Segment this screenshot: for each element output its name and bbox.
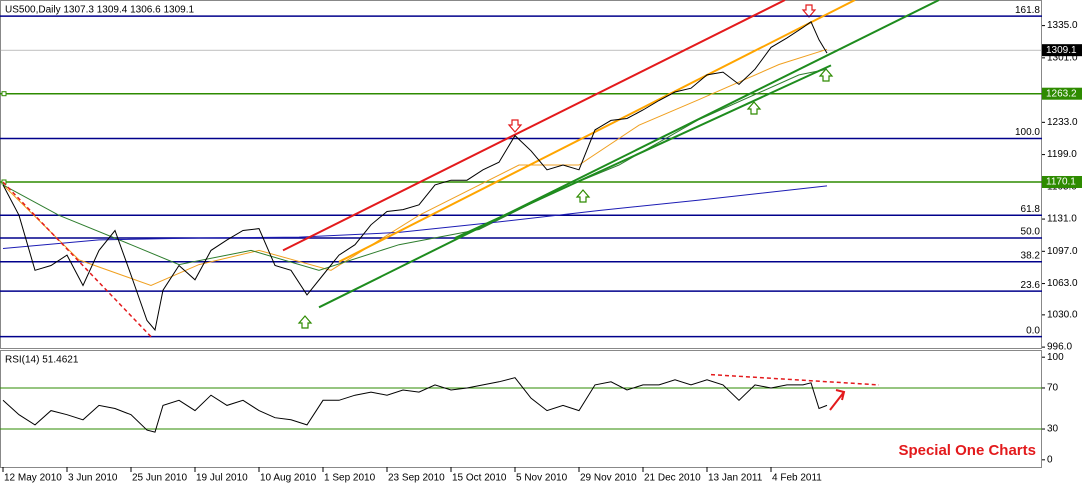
fib-label: 23.6 <box>1021 280 1041 291</box>
y-tick-label: 100 <box>1047 352 1064 363</box>
x-tick-label: 25 Jun 2010 <box>132 473 187 484</box>
up-arrow <box>297 315 313 329</box>
y-tick-label: 30 <box>1047 424 1059 435</box>
trend-line <box>318 0 940 309</box>
trend-line <box>454 64 832 239</box>
trend-line <box>338 0 856 263</box>
x-tick-label: 5 Nov 2010 <box>516 473 568 484</box>
price-line <box>2 377 828 433</box>
x-tick-label: 12 May 2010 <box>4 473 62 484</box>
price-panel-frame <box>0 0 1042 349</box>
signal-arrows <box>297 4 846 411</box>
support-handle <box>1 91 7 97</box>
fib-label: 61.8 <box>1021 204 1041 215</box>
y-tick-label: 1301.0 <box>1047 52 1078 63</box>
trend-line <box>282 0 786 252</box>
rsi-arrow <box>829 389 846 411</box>
x-tick-label: 15 Oct 2010 <box>452 473 507 484</box>
trend-line <box>2 181 152 338</box>
rsi-panel-frame <box>0 350 1042 468</box>
y-tick-label: 1131.0 <box>1047 214 1077 225</box>
x-tick-label: 1 Sep 2010 <box>324 473 376 484</box>
fib-label: 0.0 <box>1026 325 1040 336</box>
fib-label: 161.8 <box>1015 5 1040 16</box>
y-tick-label: 1063.0 <box>1047 278 1078 289</box>
x-tick-label: 10 Aug 2010 <box>260 473 317 484</box>
x-tick-label: 19 Jul 2010 <box>196 473 248 484</box>
price-line <box>2 21 828 332</box>
down-arrow <box>507 119 523 133</box>
y-tick-label: 1233.0 <box>1047 117 1078 128</box>
up-arrow <box>746 101 762 115</box>
down-arrow <box>801 4 817 18</box>
y-tick-label: 1335.0 <box>1047 20 1078 31</box>
x-tick-label: 21 Dec 2010 <box>644 473 701 484</box>
x-tick-label: 23 Sep 2010 <box>388 473 445 484</box>
support-label-box <box>1042 87 1082 100</box>
trend-line <box>710 373 880 386</box>
support-label-box <box>1042 175 1082 188</box>
x-tick-label: 13 Jan 2011 <box>708 473 763 484</box>
watermark: Special One Charts <box>898 442 1036 459</box>
x-tick-label: 4 Feb 2011 <box>772 473 822 484</box>
y-tick-label: 0 <box>1047 454 1053 465</box>
fib-label: 100.0 <box>1015 127 1040 138</box>
chart-title: US500,Daily 1307.3 1309.4 1306.6 1309.1 <box>5 5 194 16</box>
current-price-label: 1309.1 <box>1046 45 1077 56</box>
current-price-box <box>1042 44 1082 57</box>
rsi-title: RSI(14) 51.4621 <box>5 355 79 366</box>
support-label: 1263.2 <box>1046 88 1077 99</box>
up-arrow <box>818 68 834 82</box>
y-tick-label: 1097.0 <box>1047 246 1078 257</box>
up-arrow <box>575 189 591 203</box>
support-label: 1170.1 <box>1046 177 1076 188</box>
fib-label: 38.2 <box>1021 250 1041 261</box>
moving-average <box>2 48 828 287</box>
x-tick-label: 3 Jun 2010 <box>68 473 118 484</box>
y-tick-label: 996.0 <box>1047 342 1072 353</box>
y-tick-label: 70 <box>1047 383 1059 394</box>
x-tick-label: 29 Nov 2010 <box>580 473 637 484</box>
y-tick-label: 1030.0 <box>1047 309 1078 320</box>
y-tick-label: 1199.0 <box>1047 149 1077 160</box>
fib-label: 50.0 <box>1021 227 1041 238</box>
